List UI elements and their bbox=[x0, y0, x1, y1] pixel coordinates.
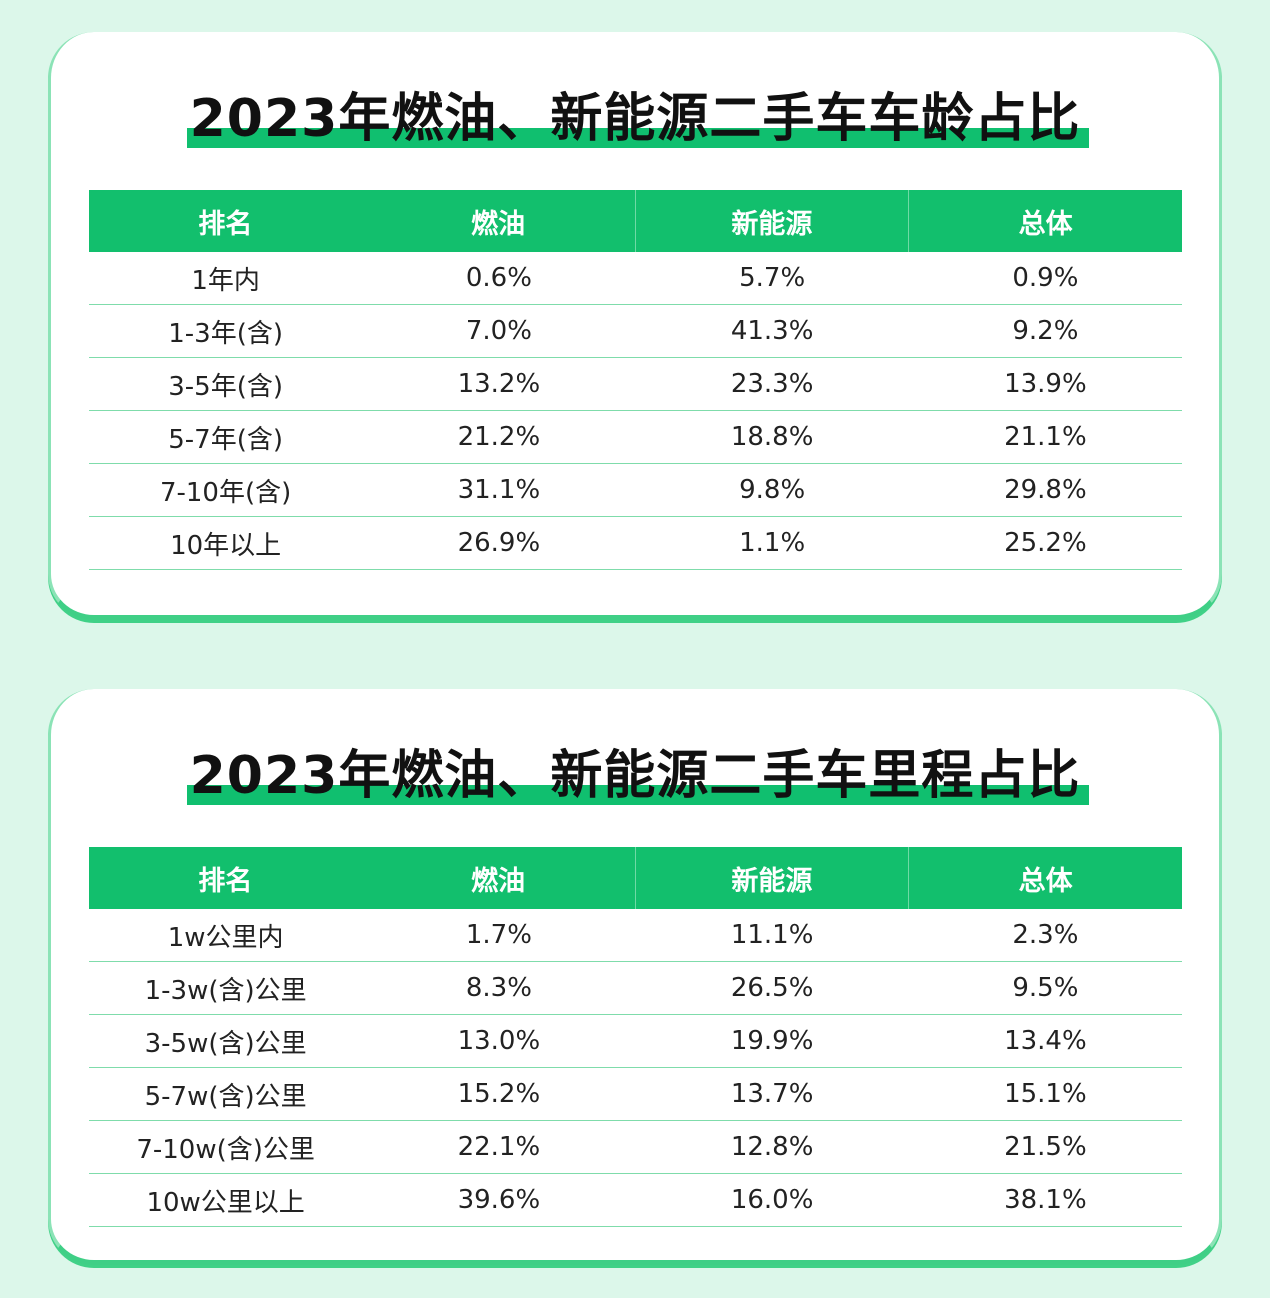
cell-rank: 1-3年(含) bbox=[168, 318, 283, 349]
cell-fuel: 26.9% bbox=[457, 528, 541, 558]
table-row: 3-5年(含) 13.2% 23.3% 13.9% bbox=[89, 358, 1182, 411]
cell-rank: 7-10年(含) bbox=[159, 477, 292, 508]
cell-total: 9.5% bbox=[1012, 973, 1079, 1003]
title-underline-bar bbox=[187, 128, 1089, 148]
cell-fuel: 22.1% bbox=[457, 1132, 541, 1162]
cell-rank: 3-5年(含) bbox=[168, 371, 283, 402]
header-fuel: 燃油 bbox=[471, 208, 526, 240]
mileage-title: 2023年燃油、新能源二手车里程占比 bbox=[189, 746, 1081, 806]
cell-total: 21.1% bbox=[1004, 422, 1087, 452]
cell-fuel: 8.3% bbox=[465, 973, 532, 1003]
cell-rank: 10年以上 bbox=[170, 530, 282, 561]
cell-fuel: 39.6% bbox=[457, 1185, 541, 1215]
header-rank: 排名 bbox=[198, 208, 253, 240]
cell-fuel: 1.7% bbox=[465, 920, 532, 950]
table-row: 1-3w(含)公里 8.3% 26.5% 9.5% bbox=[89, 962, 1182, 1015]
cell-total: 15.1% bbox=[1004, 1079, 1087, 1109]
header-new-energy: 新能源 bbox=[634, 847, 909, 909]
vehicle-age-table: 排名 燃油 新能源 总体 1年内 0.6% 5.7% 0.9% 1-3年(含) … bbox=[89, 190, 1182, 570]
cell-new-energy: 18.8% bbox=[730, 422, 814, 452]
cell-rank: 1年内 bbox=[191, 265, 260, 296]
cell-new-energy: 13.7% bbox=[730, 1079, 814, 1109]
mileage-table: 排名 燃油 新能源 总体 1w公里内 1.7% 11.1% 2.3% 1-3w(… bbox=[89, 847, 1182, 1227]
cell-new-energy: 9.8% bbox=[739, 475, 806, 505]
vehicle-age-title-block: 2023年燃油、新能源二手车车龄占比 bbox=[51, 88, 1219, 150]
cell-new-energy: 5.7% bbox=[739, 263, 806, 293]
cell-new-energy: 1.1% bbox=[739, 528, 806, 558]
cell-total: 21.5% bbox=[1004, 1132, 1087, 1162]
header-total: 总体 bbox=[908, 190, 1182, 252]
cell-total: 0.9% bbox=[1012, 263, 1079, 293]
cell-new-energy: 26.5% bbox=[730, 973, 814, 1003]
cell-fuel: 21.2% bbox=[457, 422, 541, 452]
vehicle-age-card: 2023年燃油、新能源二手车车龄占比 排名 燃油 新能源 总体 1年内 0.6%… bbox=[48, 32, 1222, 620]
table-row: 5-7w(含)公里 15.2% 13.7% 15.1% bbox=[89, 1068, 1182, 1121]
cell-total: 38.1% bbox=[1004, 1185, 1087, 1215]
table-row: 10w公里以上 39.6% 16.0% 38.1% bbox=[89, 1174, 1182, 1227]
cell-rank: 7-10w(含)公里 bbox=[136, 1134, 315, 1165]
cell-new-energy: 11.1% bbox=[730, 920, 814, 950]
table-row: 7-10w(含)公里 22.1% 12.8% 21.5% bbox=[89, 1121, 1182, 1174]
table-header-row: 排名 燃油 新能源 总体 bbox=[89, 847, 1182, 909]
cell-total: 9.2% bbox=[1012, 316, 1079, 346]
cell-total: 2.3% bbox=[1012, 920, 1079, 950]
table-row: 3-5w(含)公里 13.0% 19.9% 13.4% bbox=[89, 1015, 1182, 1068]
vehicle-age-title: 2023年燃油、新能源二手车车龄占比 bbox=[189, 89, 1081, 149]
cell-new-energy: 41.3% bbox=[730, 316, 814, 346]
table-row: 7-10年(含) 31.1% 9.8% 29.8% bbox=[89, 464, 1182, 517]
cell-fuel: 7.0% bbox=[465, 316, 532, 346]
header-rank: 排名 bbox=[198, 865, 253, 897]
cell-new-energy: 19.9% bbox=[730, 1026, 814, 1056]
cell-fuel: 13.2% bbox=[457, 369, 541, 399]
table-header-row: 排名 燃油 新能源 总体 bbox=[89, 190, 1182, 252]
table-row: 10年以上 26.9% 1.1% 25.2% bbox=[89, 517, 1182, 570]
table-row: 1-3年(含) 7.0% 41.3% 9.2% bbox=[89, 305, 1182, 358]
cell-total: 25.2% bbox=[1004, 528, 1087, 558]
cell-rank: 1w公里内 bbox=[167, 922, 284, 953]
table-row: 1w公里内 1.7% 11.1% 2.3% bbox=[89, 909, 1182, 962]
table-row: 5-7年(含) 21.2% 18.8% 21.1% bbox=[89, 411, 1182, 464]
cell-total: 29.8% bbox=[1004, 475, 1087, 505]
header-total: 总体 bbox=[908, 847, 1182, 909]
cell-fuel: 0.6% bbox=[465, 263, 532, 293]
table-row: 1年内 0.6% 5.7% 0.9% bbox=[89, 252, 1182, 305]
cell-rank: 10w公里以上 bbox=[146, 1187, 305, 1218]
mileage-card: 2023年燃油、新能源二手车里程占比 排名 燃油 新能源 总体 1w公里内 1.… bbox=[48, 689, 1222, 1265]
cell-new-energy: 23.3% bbox=[730, 369, 814, 399]
cell-fuel: 13.0% bbox=[457, 1026, 541, 1056]
header-fuel: 燃油 bbox=[471, 865, 526, 897]
header-new-energy: 新能源 bbox=[634, 190, 909, 252]
cell-total: 13.9% bbox=[1004, 369, 1087, 399]
cell-fuel: 31.1% bbox=[457, 475, 541, 505]
cell-rank: 5-7w(含)公里 bbox=[144, 1081, 307, 1112]
cell-new-energy: 16.0% bbox=[730, 1185, 814, 1215]
cell-rank: 1-3w(含)公里 bbox=[144, 975, 307, 1006]
title-underline-bar bbox=[187, 785, 1089, 805]
cell-total: 13.4% bbox=[1004, 1026, 1087, 1056]
mileage-title-block: 2023年燃油、新能源二手车里程占比 bbox=[51, 745, 1219, 807]
cell-rank: 5-7年(含) bbox=[168, 424, 283, 455]
cell-fuel: 15.2% bbox=[457, 1079, 541, 1109]
cell-new-energy: 12.8% bbox=[730, 1132, 814, 1162]
cell-rank: 3-5w(含)公里 bbox=[144, 1028, 307, 1059]
